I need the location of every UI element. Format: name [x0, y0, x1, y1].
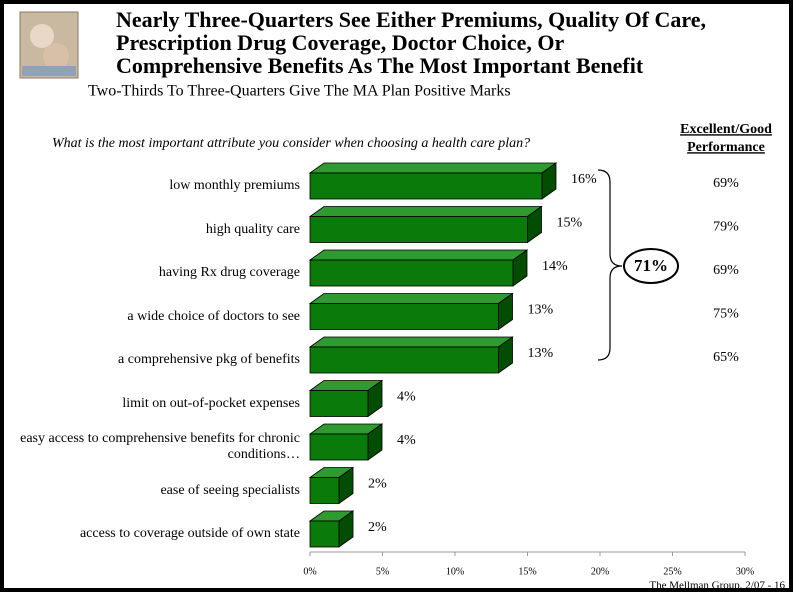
value-label: 16% [571, 172, 597, 187]
category-label: low monthly premiums [169, 178, 300, 193]
category-label: ease of seeing specialists [160, 482, 300, 498]
x-tick-label: 30% [736, 566, 754, 577]
bar-top [308, 162, 558, 174]
bar [309, 433, 369, 461]
category-label: limit on out-of-pocket expenses [122, 395, 300, 411]
category-label: a wide choice of doctors to see [127, 308, 300, 324]
value-label: 13% [528, 346, 554, 361]
x-tick-label: 10% [446, 566, 464, 577]
bar-top [308, 293, 514, 304]
title-line: Nearly Three-Quarters See Either Premium… [116, 7, 706, 32]
value-label: 4% [397, 433, 416, 448]
performance-header: Excellent/Good [680, 122, 772, 137]
category-label: easy access to comprehensive benefits fo… [20, 431, 300, 462]
value-label: 15% [557, 216, 583, 231]
value-label: 2% [368, 520, 387, 535]
bracket-ellipse [623, 248, 679, 284]
performance-value: 65% [713, 350, 739, 365]
question: What is the most important attribute you… [52, 136, 530, 151]
x-tick-label: 0% [303, 566, 316, 577]
bar [309, 172, 543, 200]
value-label: 2% [368, 477, 387, 492]
performance-value: 79% [713, 220, 739, 235]
performance-value: 69% [713, 176, 739, 191]
bar [309, 303, 499, 330]
bar [309, 259, 514, 287]
bracket-label: 71% [634, 256, 668, 275]
bar-top [308, 249, 529, 261]
bar [309, 477, 340, 504]
category-label: access to coverage outside of own state [79, 526, 300, 541]
performance-value: 69% [713, 263, 739, 278]
photo-icon [19, 11, 79, 79]
bracket [597, 169, 623, 361]
x-tick-label: 25% [663, 566, 681, 577]
category-label: high quality care [205, 221, 300, 237]
value-label: 13% [528, 303, 554, 318]
performance-header: Performance [687, 140, 765, 155]
subtitle: Two-Thirds To Three-Quarters Give The MA… [88, 83, 511, 100]
footer: The Mellman Group, 2/07 - 16 [649, 580, 785, 592]
title-line: Comprehensive Benefits As The Most Impor… [116, 53, 644, 78]
x-tick-label: 20% [591, 566, 609, 577]
bar [309, 390, 369, 417]
performance-value: 75% [713, 307, 739, 322]
value-label: 4% [397, 390, 416, 405]
bar [309, 216, 528, 243]
category-label: having Rx drug coverage [158, 265, 300, 280]
bar-top [308, 206, 543, 217]
bar [309, 346, 499, 374]
bar-top [308, 336, 514, 348]
value-label: 14% [542, 259, 568, 274]
x-tick-label: 15% [518, 566, 536, 577]
x-tick-label: 5% [376, 566, 389, 577]
title-line: Prescription Drug Coverage, Doctor Choic… [116, 30, 564, 55]
bar [309, 520, 340, 548]
category-label: a comprehensive pkg of benefits [118, 352, 300, 367]
